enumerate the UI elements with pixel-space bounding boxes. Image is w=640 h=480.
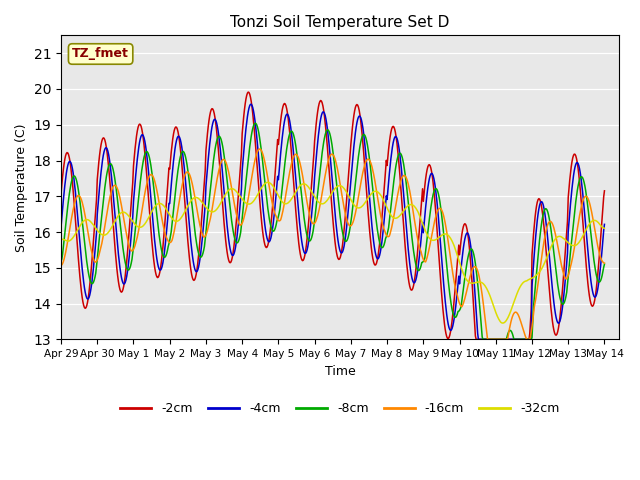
Legend: -2cm, -4cm, -8cm, -16cm, -32cm: -2cm, -4cm, -8cm, -16cm, -32cm xyxy=(115,397,564,420)
Title: Tonzi Soil Temperature Set D: Tonzi Soil Temperature Set D xyxy=(230,15,450,30)
Y-axis label: Soil Temperature (C): Soil Temperature (C) xyxy=(15,123,28,252)
X-axis label: Time: Time xyxy=(324,365,355,378)
Text: TZ_fmet: TZ_fmet xyxy=(72,48,129,60)
